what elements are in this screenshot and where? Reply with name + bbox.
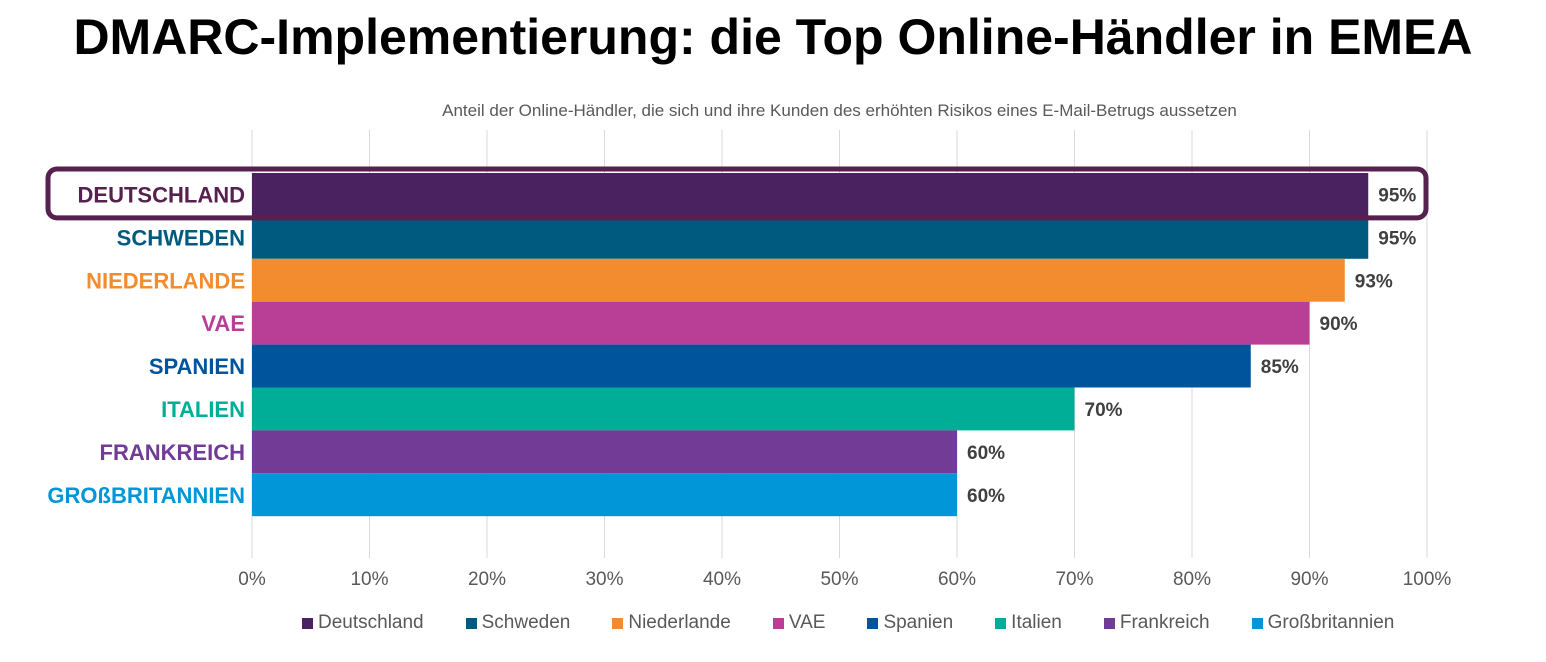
legend-item: Frankreich [1103,612,1210,634]
legend-item: Italien [995,612,1062,634]
chart-subtitle: Anteil der Online-Händler, die sich und … [442,101,1237,120]
value-label: 85% [1261,357,1299,378]
legend-item: VAE [772,612,826,634]
bar-italien [252,387,1075,431]
bar-niederlande [252,258,1345,302]
legend-item: Schweden [465,612,571,634]
category-label: FRANKREICH [100,440,245,465]
x-tick-label: 30% [585,569,623,590]
x-tick-label: 20% [468,569,506,590]
category-label: SCHWEDEN [117,225,245,250]
x-tick-label: 70% [1055,569,1093,590]
legend-label: VAE [788,612,826,633]
category-label: ITALIEN [161,397,245,422]
legend-label: Deutschland [318,612,424,633]
x-tick-label: 60% [938,569,976,590]
category-label: DEUTSCHLAND [78,182,245,207]
legend-label: Großbritannien [1267,612,1395,633]
legend-label: Niederlande [628,612,731,633]
legend-label: Schweden [481,612,571,633]
category-label: VAE [201,311,245,336]
legend-swatch [867,617,879,629]
legend-item: Spanien [867,612,953,634]
value-label: 70% [1085,400,1123,421]
value-label: 60% [967,443,1005,464]
bar-großbritannien [252,473,957,517]
highlight-box [45,166,1429,221]
bar-schweden [252,215,1369,259]
legend-swatch [1251,617,1263,629]
category-label: SPANIEN [149,354,245,379]
legend-item: Niederlande [612,612,731,634]
labels: 0% 10% 20% 30% 40% 50% 60% 70% 80% 90% 100% 95% DEUT… [45,166,1452,590]
bar-frankreich [252,430,957,474]
value-label: 93% [1355,271,1393,292]
legend-swatch [772,617,784,629]
category-label: GROßBRITANNIEN [47,483,245,508]
x-tick-label: 10% [350,569,388,590]
bars [252,173,1369,517]
legend-label: Spanien [883,612,954,633]
legend-label: Frankreich [1119,612,1210,633]
page-title: DMARC-Implementierung: die Top Online-Hä… [73,9,1473,65]
x-tick-label: 90% [1290,569,1328,590]
legend-item: Deutschland [302,612,424,634]
bar-spanien [252,344,1251,388]
legend-swatch [302,617,313,629]
value-label: 95% [1378,228,1416,249]
x-tick-label: 80% [1173,569,1211,590]
value-label: 60% [967,486,1005,507]
category-label: NIEDERLANDE [86,268,245,293]
value-label: 90% [1320,314,1358,335]
legend: Deutschland Schweden Niederlande VAE Spanien… [302,612,1436,634]
value-label: 95% [1378,185,1416,206]
x-tick-label: 100% [1403,569,1452,590]
legend-swatch [1103,617,1115,629]
x-tick-label: 40% [703,569,741,590]
legend-swatch [612,617,624,629]
legend-swatch [995,617,1007,629]
x-tick-label: 0% [238,569,266,590]
legend-label: Italien [1011,612,1062,633]
x-tick-label: 50% [820,569,858,590]
bar-chart: 0% 10% 20% 30% 40% 50% 60% 70% 80% 90% 100% 95% DEUT… [45,130,1452,590]
bar-deutschland [252,173,1369,216]
bar-vae [252,301,1310,345]
legend-item: Großbritannien [1251,612,1395,634]
legend-swatch [465,617,477,629]
